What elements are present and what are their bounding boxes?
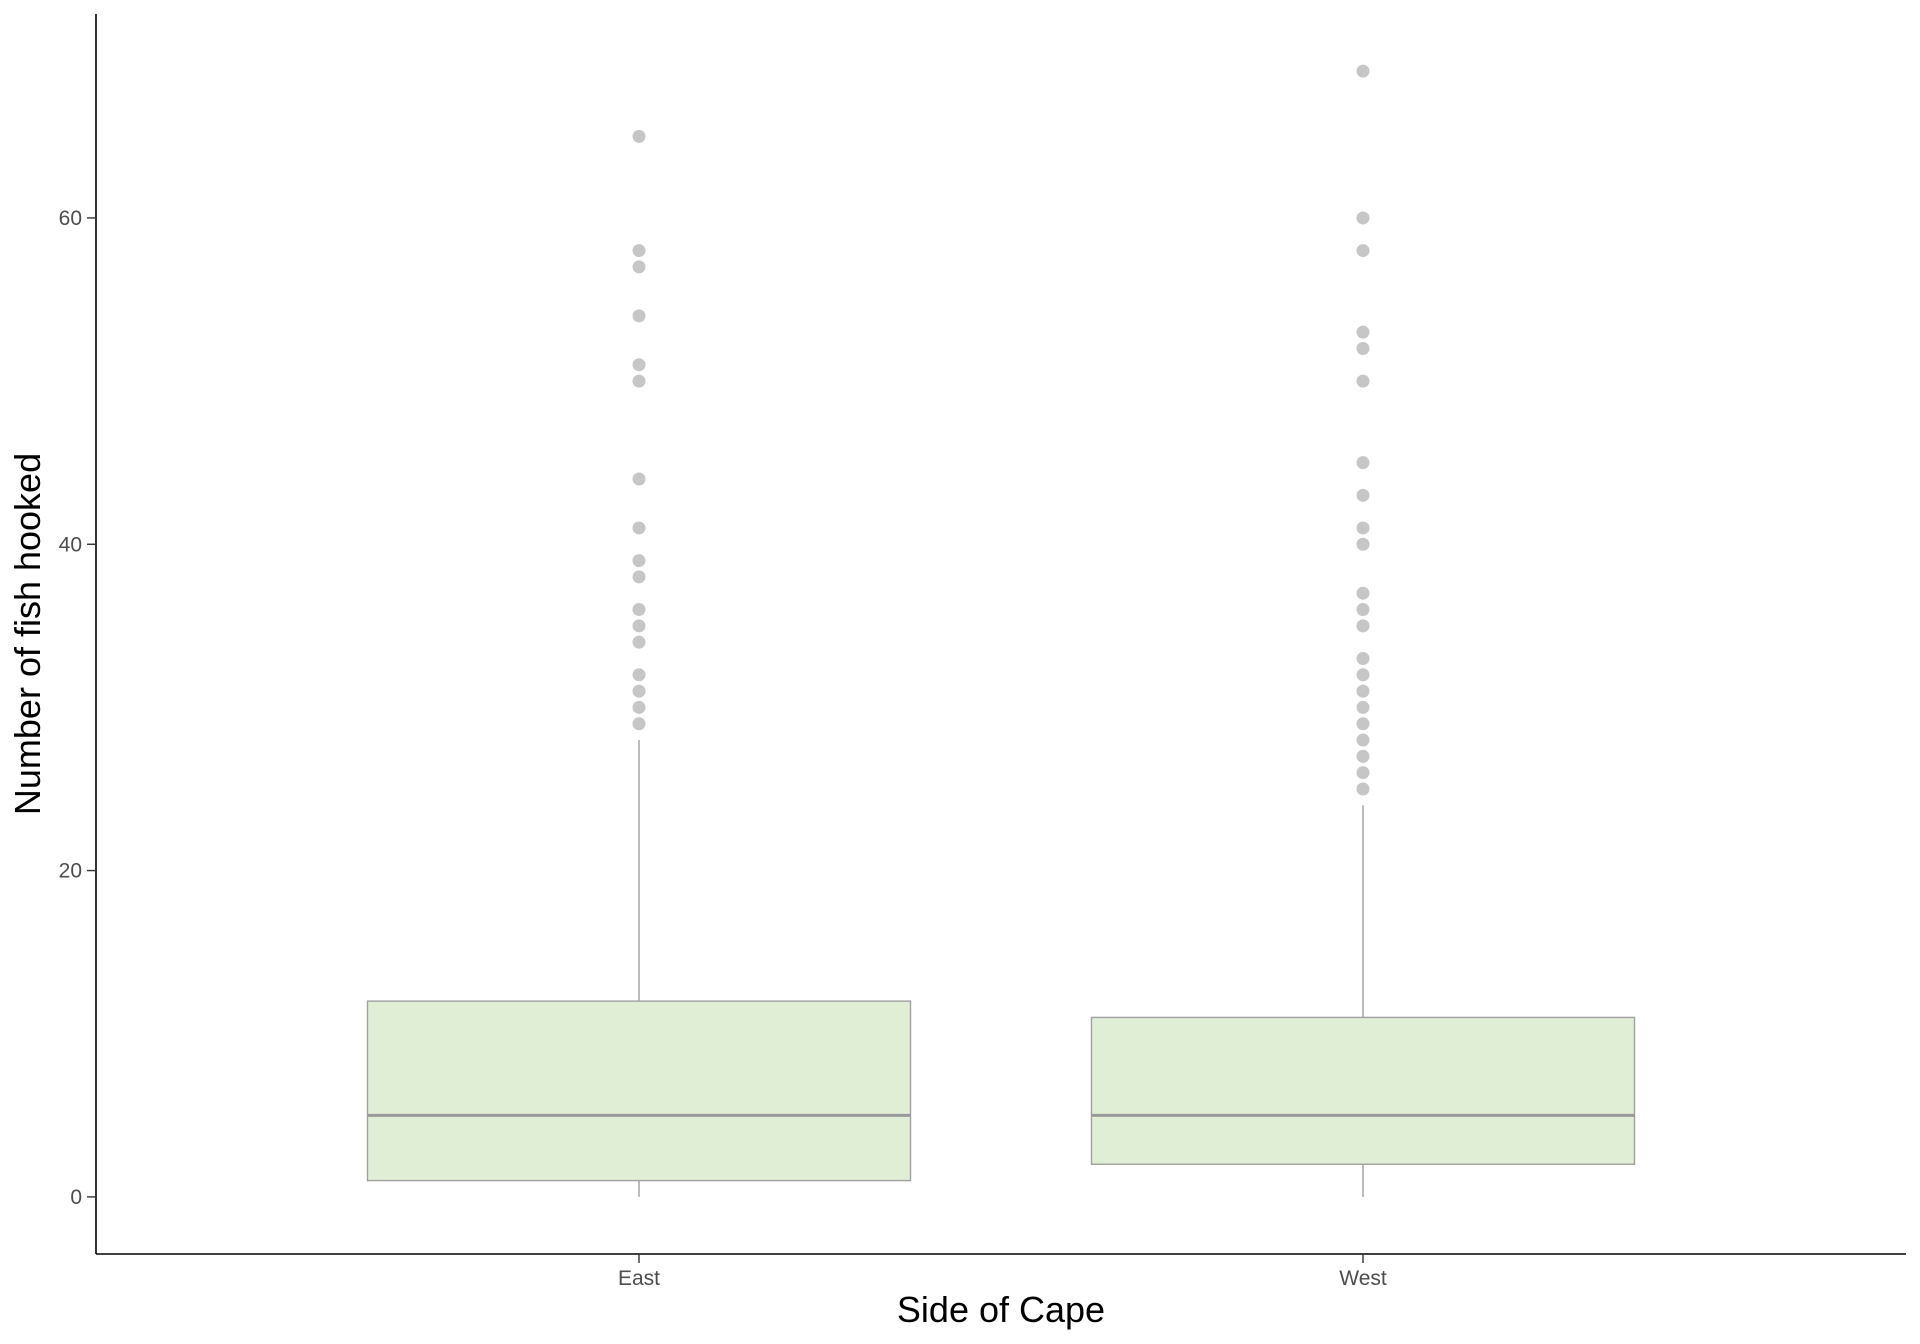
outlier-point-east bbox=[632, 374, 646, 388]
outlier-point-west bbox=[1356, 374, 1370, 388]
outlier-point-west bbox=[1356, 456, 1370, 470]
y-axis-ticks: 0 20 40 60 bbox=[59, 207, 96, 1209]
outlier-point-west bbox=[1356, 244, 1370, 258]
outlier-point-east bbox=[632, 129, 646, 143]
outlier-point-west bbox=[1356, 488, 1370, 502]
outlier-point-east bbox=[632, 244, 646, 258]
box-group-east bbox=[366, 129, 912, 1197]
y-tick-label: 20 bbox=[59, 860, 82, 883]
outlier-point-east bbox=[632, 472, 646, 486]
outlier-point-west bbox=[1356, 64, 1370, 78]
outlier-point-east bbox=[632, 521, 646, 535]
outlier-point-west bbox=[1356, 586, 1370, 600]
y-axis-title: Number of fish hooked bbox=[7, 453, 48, 815]
outlier-point-east bbox=[632, 309, 646, 323]
box-group-west bbox=[1090, 64, 1636, 1197]
outlier-point-west bbox=[1356, 651, 1370, 665]
outlier-point-west bbox=[1356, 668, 1370, 682]
y-tick-label: 60 bbox=[59, 207, 82, 230]
outlier-point-west bbox=[1356, 733, 1370, 747]
outlier-point-west bbox=[1356, 537, 1370, 551]
outlier-point-east bbox=[632, 635, 646, 649]
outlier-point-west bbox=[1356, 684, 1370, 698]
outlier-point-west bbox=[1356, 211, 1370, 225]
outlier-point-west bbox=[1356, 717, 1370, 731]
outlier-point-west bbox=[1356, 603, 1370, 617]
x-axis-title: Side of Cape bbox=[897, 1289, 1105, 1330]
outlier-point-west bbox=[1356, 782, 1370, 796]
x-tick-label: East bbox=[618, 1267, 660, 1290]
outlier-point-east bbox=[632, 619, 646, 633]
outlier-point-east bbox=[632, 668, 646, 682]
outlier-point-east bbox=[632, 260, 646, 274]
outlier-point-east bbox=[632, 717, 646, 731]
outlier-point-east bbox=[632, 603, 646, 617]
outlier-point-west bbox=[1356, 766, 1370, 780]
x-axis-ticks: East West bbox=[618, 1254, 1387, 1290]
outlier-point-east bbox=[632, 700, 646, 714]
y-tick-label: 0 bbox=[70, 1186, 82, 1209]
x-tick-label: West bbox=[1339, 1267, 1387, 1290]
outlier-point-east bbox=[632, 554, 646, 568]
outlier-point-east bbox=[632, 358, 646, 372]
box-west bbox=[1090, 1016, 1636, 1165]
outlier-point-west bbox=[1356, 619, 1370, 633]
plot-area bbox=[366, 64, 1636, 1197]
outlier-point-east bbox=[632, 684, 646, 698]
box-east bbox=[366, 1000, 912, 1182]
outlier-point-west bbox=[1356, 325, 1370, 339]
outlier-point-west bbox=[1356, 521, 1370, 535]
outlier-point-east bbox=[632, 570, 646, 584]
outlier-point-west bbox=[1356, 749, 1370, 763]
outlier-point-west bbox=[1356, 700, 1370, 714]
outlier-point-west bbox=[1356, 341, 1370, 355]
y-tick-label: 40 bbox=[59, 533, 82, 556]
